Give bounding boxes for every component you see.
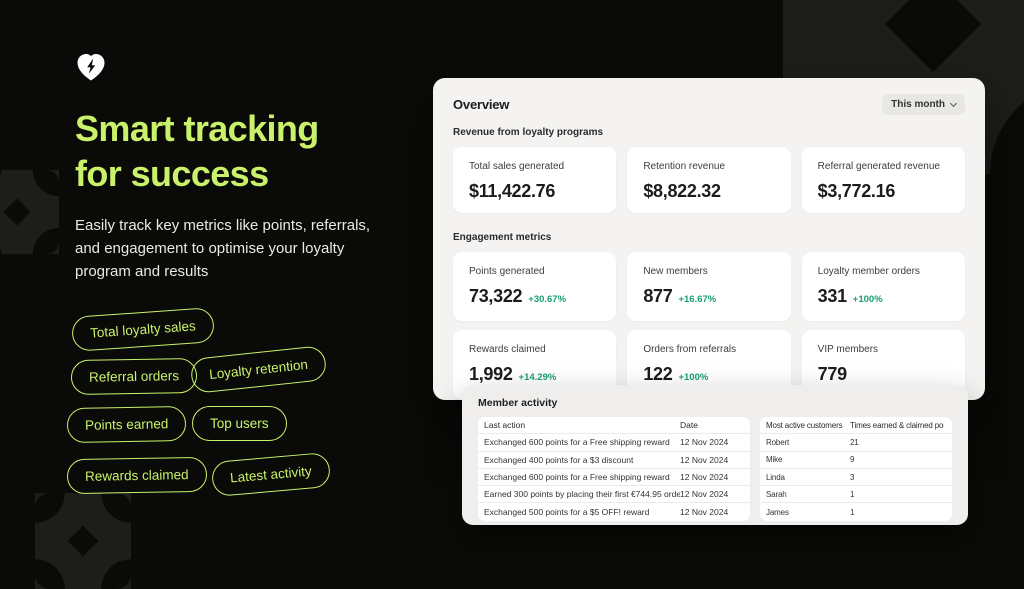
- revenue-section-label: Revenue from loyalty programs: [453, 127, 604, 138]
- metric-label: VIP members: [817, 344, 879, 355]
- revenue-card-grid: Total sales generated $11,422.76 Retenti…: [453, 147, 965, 213]
- metric-label: Referral generated revenue: [817, 161, 940, 172]
- times-cell: 1: [850, 489, 855, 499]
- date-cell: 12 Nov 2024: [680, 489, 729, 500]
- pill-latest-activity[interactable]: Latest activity: [210, 451, 332, 498]
- page-description: Easily track key metrics like points, re…: [75, 214, 370, 283]
- times-cell: 9: [850, 455, 855, 465]
- table-row[interactable]: Exchanged 600 points for a Free shipping…: [478, 469, 750, 487]
- table-row[interactable]: James 1: [760, 503, 952, 520]
- decor-star-shape-bottom-left: [35, 493, 131, 589]
- customer-name-cell: James: [766, 507, 789, 517]
- customer-name-cell: Sarah: [766, 489, 787, 499]
- period-dropdown-label: This month: [891, 98, 945, 110]
- metric-label: Loyalty member orders: [817, 266, 920, 277]
- table-row[interactable]: Earned 300 points by placing their first…: [478, 486, 750, 504]
- metric-value: 1,992: [469, 364, 513, 384]
- chevron-down-icon: [949, 99, 958, 107]
- metric-label: Total sales generated: [469, 161, 565, 172]
- metric-value: 779: [817, 364, 847, 384]
- table-row[interactable]: Mike 9: [760, 452, 952, 469]
- decor-star-shape-left: [0, 170, 59, 254]
- engagement-section-label: Engagement metrics: [453, 232, 552, 243]
- table-row[interactable]: Exchanged 600 points for a Free shipping…: [478, 434, 750, 452]
- table-row[interactable]: Exchanged 500 points for a $5 OFF! rewar…: [478, 503, 750, 520]
- member-activity-title: Member activity: [478, 397, 558, 409]
- metric-card-total-sales: Total sales generated $11,422.76: [453, 147, 617, 213]
- table-row[interactable]: Exchanged 400 points for a $3 discount 1…: [478, 452, 750, 469]
- times-cell: 3: [850, 472, 855, 482]
- metric-card-loyalty-member-orders: Loyalty member orders 331 +100%: [801, 252, 965, 321]
- period-dropdown[interactable]: This month: [882, 93, 965, 115]
- page-description-line1: Easily track key metrics like points, re…: [75, 217, 371, 234]
- metric-card-referral-revenue: Referral generated revenue $3,772.16: [801, 147, 965, 213]
- pill-points-earned[interactable]: Points earned: [66, 405, 187, 444]
- metric-label: Points generated: [469, 266, 545, 277]
- pill-total-loyalty-sales[interactable]: Total loyalty sales: [70, 307, 215, 352]
- metric-value: $11,422.76: [469, 181, 556, 201]
- metric-card-points-generated: Points generated 73,322 +30.67%: [453, 252, 617, 321]
- page-title-line2: for success: [75, 153, 269, 194]
- heart-lightning-logo-icon: [75, 52, 107, 82]
- table-header-row: Last action Date: [478, 417, 750, 435]
- pill-rewards-claimed[interactable]: Rewards claimed: [66, 456, 207, 495]
- action-cell: Earned 300 points by placing their first…: [484, 489, 680, 500]
- most-active-customers-table: Most active customers Times earned & cla…: [760, 417, 952, 521]
- page-description-line2: and engagement to optimise your loyalty: [75, 240, 345, 257]
- customer-name-cell: Linda: [766, 472, 785, 482]
- member-activity-panel: Member activity Last action Date Exchang…: [462, 385, 968, 525]
- metric-delta-badge: +100%: [852, 294, 883, 305]
- metric-label: New members: [643, 266, 708, 277]
- metric-value: $8,822.32: [643, 181, 721, 201]
- column-header-customers: Most active customers: [766, 420, 843, 430]
- pill-referral-orders[interactable]: Referral orders: [70, 357, 198, 396]
- metric-label: Orders from referrals: [643, 344, 737, 355]
- metric-value: 73,322: [469, 286, 523, 306]
- table-header-row: Most active customers Times earned & cla…: [760, 417, 952, 435]
- metric-card-new-members: New members 877 +16.67%: [627, 252, 791, 321]
- date-cell: 12 Nov 2024: [680, 472, 729, 483]
- metric-label: Retention revenue: [643, 161, 726, 172]
- action-cell: Exchanged 400 points for a $3 discount: [484, 454, 634, 465]
- column-header-times: Times earned & claimed points: [850, 420, 944, 430]
- times-cell: 21: [850, 437, 859, 447]
- metric-delta-badge: +100%: [678, 372, 709, 383]
- metric-delta-badge: +14.29%: [518, 372, 557, 383]
- page-title-line1: Smart tracking: [75, 108, 319, 149]
- overview-title: Overview: [453, 96, 510, 112]
- last-action-table: Last action Date Exchanged 600 points fo…: [478, 417, 750, 521]
- metric-value: 331: [817, 286, 847, 306]
- action-cell: Exchanged 600 points for a Free shipping…: [484, 472, 670, 483]
- customer-name-cell: Robert: [766, 437, 790, 447]
- times-cell: 1: [850, 507, 855, 517]
- table-row[interactable]: Linda 3: [760, 469, 952, 487]
- date-cell: 12 Nov 2024: [680, 437, 729, 448]
- date-cell: 12 Nov 2024: [680, 454, 729, 465]
- engagement-card-grid: Points generated 73,322 +30.67% New memb…: [453, 252, 965, 399]
- metric-label: Rewards claimed: [469, 344, 546, 355]
- action-cell: Exchanged 600 points for a Free shipping…: [484, 437, 670, 448]
- metric-value: $3,772.16: [817, 181, 896, 201]
- date-cell: 12 Nov 2024: [680, 507, 729, 518]
- metric-value: 122: [643, 364, 673, 384]
- column-header-date: Date: [680, 420, 698, 431]
- action-cell: Exchanged 500 points for a $5 OFF! rewar…: [484, 507, 650, 518]
- table-row[interactable]: Robert 21: [760, 434, 952, 452]
- pill-loyalty-retention[interactable]: Loyalty retention: [189, 345, 328, 394]
- metric-delta-badge: +16.67%: [678, 294, 717, 305]
- page-description-line3: program and results: [75, 263, 209, 280]
- column-header-last-action: Last action: [484, 420, 526, 431]
- overview-panel: Overview This month Revenue from loyalty…: [433, 78, 985, 400]
- metric-card-retention-revenue: Retention revenue $8,822.32: [627, 147, 791, 213]
- metric-delta-badge: +30.67%: [528, 294, 567, 305]
- overview-header: Overview This month: [453, 93, 965, 115]
- metric-value: 877: [643, 286, 673, 306]
- table-row[interactable]: Sarah 1: [760, 486, 952, 504]
- page-title: Smart tracking for success: [75, 106, 319, 196]
- customer-name-cell: Mike: [766, 455, 783, 465]
- pill-top-users[interactable]: Top users: [192, 406, 287, 441]
